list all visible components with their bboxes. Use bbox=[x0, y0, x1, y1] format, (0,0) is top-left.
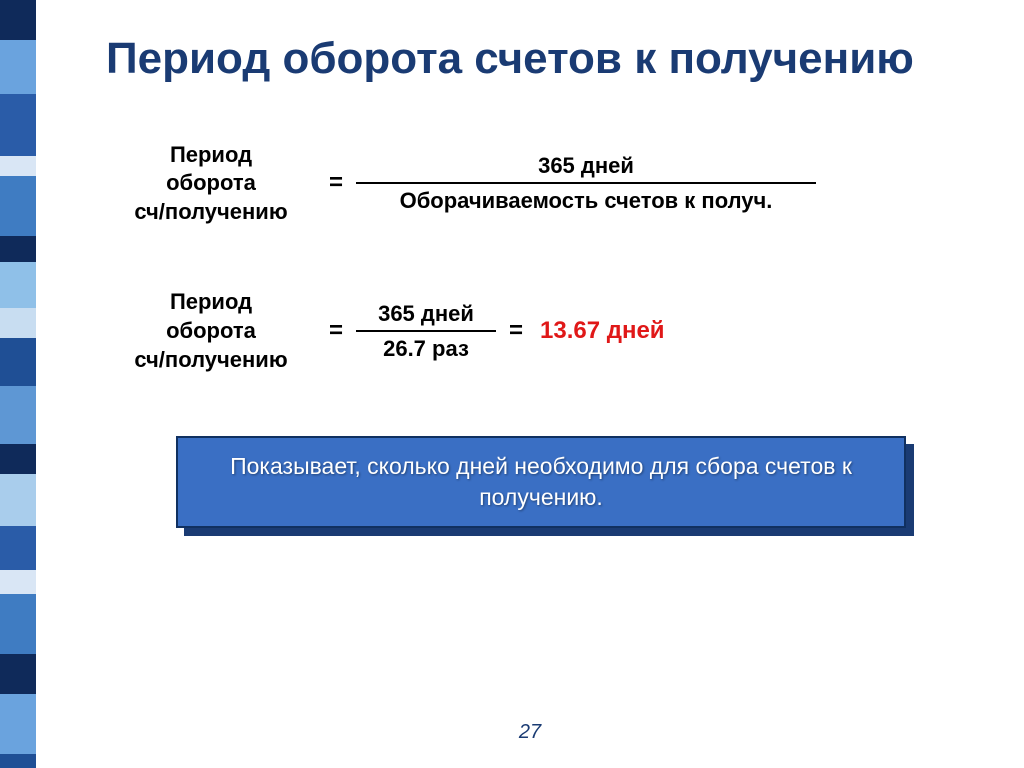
equals-sign: = bbox=[316, 169, 356, 197]
sidebar-stripe bbox=[0, 262, 36, 308]
sidebar-stripe bbox=[0, 386, 36, 444]
numerator: 365 дней bbox=[356, 151, 816, 185]
formula-lhs: Период оборота сч/получению bbox=[106, 141, 316, 227]
sidebar-stripe bbox=[0, 236, 36, 262]
lhs-line: оборота bbox=[166, 318, 256, 343]
callout-box: Показывает, сколько дней необходимо для … bbox=[176, 436, 906, 528]
sidebar-stripe bbox=[0, 594, 36, 654]
sidebar-stripe bbox=[0, 40, 36, 94]
sidebar-stripe bbox=[0, 176, 36, 236]
sidebar-stripe bbox=[0, 444, 36, 474]
lhs-line: сч/получению bbox=[134, 347, 287, 372]
slide-title: Период оборота счетов к получению bbox=[106, 34, 964, 85]
callout-body: Показывает, сколько дней необходимо для … bbox=[176, 436, 906, 528]
fraction: 365 дней Оборачиваемость счетов к получ. bbox=[356, 151, 816, 216]
lhs-line: оборота bbox=[166, 170, 256, 195]
sidebar-stripe bbox=[0, 754, 36, 768]
lhs-line: сч/получению bbox=[134, 199, 287, 224]
formula-general: Период оборота сч/получению = 365 дней О… bbox=[106, 141, 964, 227]
sidebar-stripe bbox=[0, 156, 36, 176]
sidebar-stripe bbox=[0, 570, 36, 594]
formula-calculated: Период оборота сч/получению = 365 дней 2… bbox=[106, 288, 964, 374]
sidebar-stripe bbox=[0, 694, 36, 754]
formula-lhs: Период оборота сч/получению bbox=[106, 288, 316, 374]
lhs-line: Период bbox=[170, 142, 252, 167]
denominator: Оборачиваемость счетов к получ. bbox=[356, 184, 816, 216]
callout-text: Показывает, сколько дней необходимо для … bbox=[198, 451, 884, 513]
slide-content: Период оборота счетов к получению Период… bbox=[36, 0, 1024, 768]
equals-sign: = bbox=[496, 317, 536, 345]
result-value: 13.67 дней bbox=[540, 317, 665, 345]
fraction: 365 дней 26.7 раз bbox=[356, 299, 496, 364]
sidebar-stripe bbox=[0, 0, 36, 40]
sidebar-stripe bbox=[0, 474, 36, 526]
sidebar-stripe bbox=[0, 94, 36, 156]
lhs-line: Период bbox=[170, 289, 252, 314]
numerator: 365 дней bbox=[356, 299, 496, 333]
decorative-sidebar bbox=[0, 0, 36, 768]
denominator: 26.7 раз bbox=[356, 332, 496, 364]
sidebar-stripe bbox=[0, 338, 36, 386]
page-number: 27 bbox=[36, 721, 1024, 744]
sidebar-stripe bbox=[0, 526, 36, 570]
sidebar-stripe bbox=[0, 308, 36, 338]
equals-sign: = bbox=[316, 317, 356, 345]
sidebar-stripe bbox=[0, 654, 36, 694]
formulas-block: Период оборота сч/получению = 365 дней О… bbox=[106, 141, 964, 375]
